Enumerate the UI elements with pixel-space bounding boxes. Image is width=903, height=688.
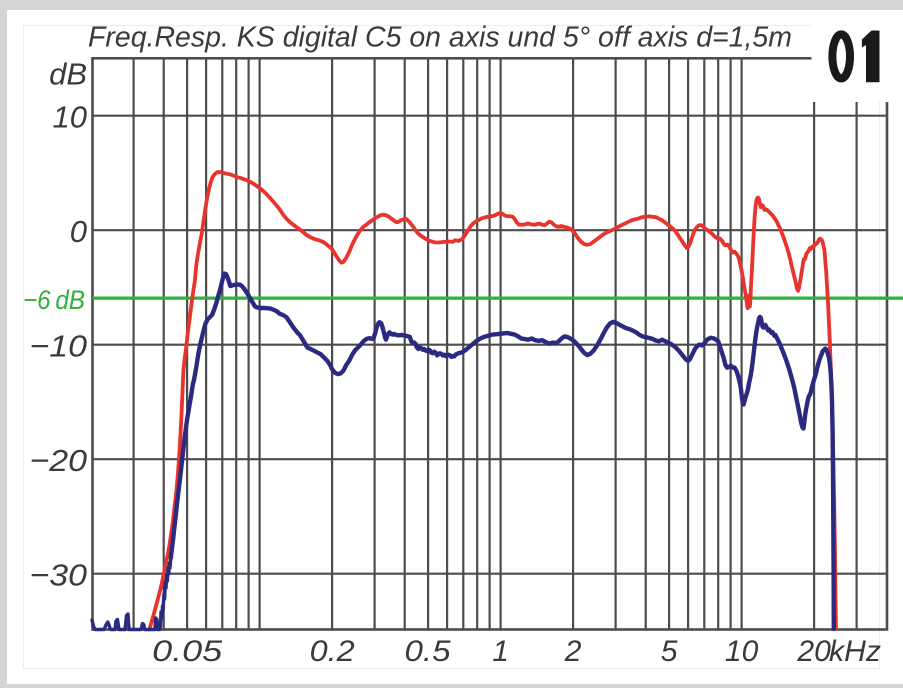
svg-text:0: 0	[70, 214, 87, 249]
svg-text:20: 20	[796, 635, 831, 668]
svg-text:dB: dB	[49, 57, 87, 92]
svg-text:0.05: 0.05	[152, 635, 222, 668]
svg-text:Freq.Resp. KS digital C5 on ax: Freq.Resp. KS digital C5 on axis und 5° …	[88, 22, 792, 54]
svg-text:1: 1	[492, 635, 509, 668]
svg-text:10: 10	[725, 635, 759, 668]
svg-text:0.2: 0.2	[310, 635, 355, 668]
svg-text:10: 10	[53, 100, 87, 135]
svg-text:kHz: kHz	[829, 635, 881, 668]
svg-text:2: 2	[564, 635, 582, 668]
svg-text:0.5: 0.5	[405, 635, 451, 668]
svg-text:5: 5	[661, 635, 678, 668]
svg-text:−6 dB: −6 dB	[23, 285, 85, 315]
svg-text:−10: −10	[30, 329, 88, 364]
svg-text:−20: −20	[30, 443, 88, 478]
svg-text:−30: −30	[30, 558, 88, 593]
